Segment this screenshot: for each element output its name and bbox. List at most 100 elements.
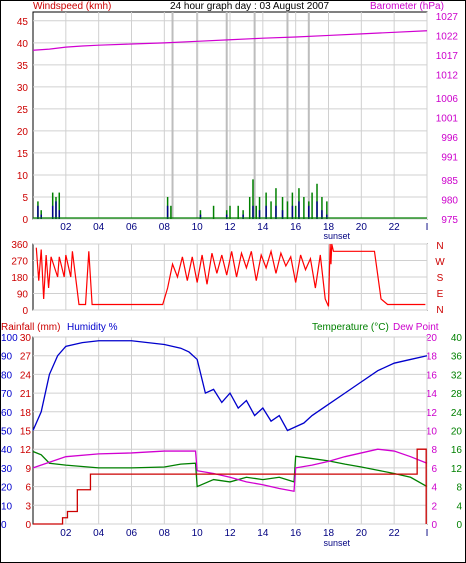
hour-tick-label: 04 [93,528,105,539]
windspeed-axis-title: Windspeed (kmh) [33,1,111,12]
rainfall-tick-label: 21 [20,389,32,400]
hour-tick-label: 06 [126,222,138,233]
rainfall-tick-label: 15 [20,427,32,438]
humidity-line [32,340,428,432]
dewpoint-tick-label: 10 [426,427,438,438]
temperature-tick-label: 20 [451,427,463,438]
humidity-tick-label: 0 [1,520,7,531]
temperature-axis-title: Temperature (°C) [312,322,389,333]
dewpoint-tick-label: 0 [431,520,437,531]
windspeed-tick-label: 0 [22,215,28,226]
dewpoint-tick-label: 6 [431,464,437,475]
barometer-tick-label: 1022 [436,31,459,42]
dewpoint-tick-label: 16 [426,370,438,381]
rainfall-tick-label: 24 [20,370,32,381]
windspeed-tick-label: 30 [17,83,29,94]
humidity-tick-label: 30 [1,464,13,475]
temperature-tick-label: 28 [451,389,463,400]
barometer-tick-label: 1006 [436,94,459,105]
temperature-tick-label: 32 [451,370,463,381]
humidity-tick-label: 40 [1,445,13,456]
hour-tick-label: 02 [60,528,72,539]
wind-barometer-panel: 0510152025303540459759809859919961001100… [17,11,459,241]
temperature-tick-label: 0 [456,520,462,531]
rainfall-tick-label: 0 [25,520,31,531]
barometer-tick-label: 1012 [436,70,459,81]
humidity-tick-label: 80 [1,370,13,381]
rainfall-axis-title: Rainfall (mm) [1,322,60,333]
rainfall-tick-label: 12 [20,445,32,456]
direction-tick-label: 0 [22,306,28,317]
hour-tick-label: 16 [290,528,302,539]
hour-tick-label: 22 [389,528,401,539]
hour-tick-label: 18 [323,528,335,539]
compass-label: N [436,241,443,252]
barometer-tick-label: 1001 [436,113,459,124]
windspeed-tick-label: 5 [22,193,28,204]
humidity-tick-label: 10 [1,501,13,512]
chart-title: 24 hour graph day : 03 August 2007 [170,1,329,12]
hour-tick-label: 04 [93,222,105,233]
wind-direction-line [35,243,426,307]
windspeed-tick-label: 15 [17,149,29,160]
dewpoint-tick-label: 14 [426,389,438,400]
windspeed-tick-label: 10 [17,171,29,182]
hour-tick-label: 22 [389,222,401,233]
rainfall-tick-label: 9 [25,464,31,475]
rainfall-tick-label: 3 [25,501,31,512]
dewpoint-line [32,448,428,493]
barometer-tick-label: 1017 [436,51,459,62]
humidity-axis-title: Humidity % [67,322,118,333]
hour-tick-label: 10 [192,222,204,233]
rainfall-tick-label: 30 [20,333,32,344]
windspeed-tick-label: 20 [17,127,29,138]
hour-tick-label: 20 [356,222,368,233]
rainfall-tick-label: 6 [25,483,31,494]
barometer-tick-label: 1027 [436,12,459,23]
humidity-tick-label: 20 [1,483,13,494]
windspeed-tick-label: 35 [17,61,29,72]
direction-tick-label: 360 [11,240,28,251]
hour-tick-label: I [426,222,429,233]
hour-tick-label: 12 [224,528,236,539]
compass-label: N [436,305,443,316]
hour-tick-label: 20 [356,528,368,539]
dewpoint-tick-label: 4 [431,483,437,494]
hour-tick-label: 02 [60,222,72,233]
temperature-tick-label: 40 [451,333,463,344]
dewpoint-tick-label: 2 [431,501,437,512]
hour-tick-label: 14 [257,222,269,233]
hour-tick-label: 14 [257,528,269,539]
hour-tick-label: 18 [323,222,335,233]
rainfall-tick-label: 18 [20,408,32,419]
dewpoint-tick-label: 20 [426,333,438,344]
windspeed-tick-label: 40 [17,39,29,50]
sunset-label: sunset [323,538,350,548]
temperature-tick-label: 12 [451,464,463,475]
windspeed-tick-label: 25 [17,105,29,116]
direction-tick-label: 270 [11,257,28,268]
hour-tick-label: I [426,528,429,539]
windspeed-tick-label: 45 [17,17,29,28]
barometer-line [32,30,428,51]
barometer-tick-label: 996 [441,133,458,144]
temperature-tick-label: 16 [451,445,463,456]
dewpoint-tick-label: 18 [426,352,438,363]
barometer-tick-label: 980 [441,195,458,206]
barometer-tick-label: 991 [441,153,458,164]
humidity-tick-label: 50 [1,427,13,438]
compass-label: W [435,257,445,268]
temperature-tick-label: 4 [456,501,462,512]
direction-tick-label: 180 [11,273,28,284]
compass-label: E [437,289,444,300]
hour-tick-label: 12 [224,222,236,233]
hour-tick-label: 08 [159,222,171,233]
hour-tick-label: 06 [126,528,138,539]
dewpoint-tick-label: 8 [431,445,437,456]
barometer-tick-label: 985 [441,176,458,187]
humidity-tick-label: 100 [1,333,18,344]
hour-tick-label: 16 [290,222,302,233]
rainfall-line [33,448,427,525]
